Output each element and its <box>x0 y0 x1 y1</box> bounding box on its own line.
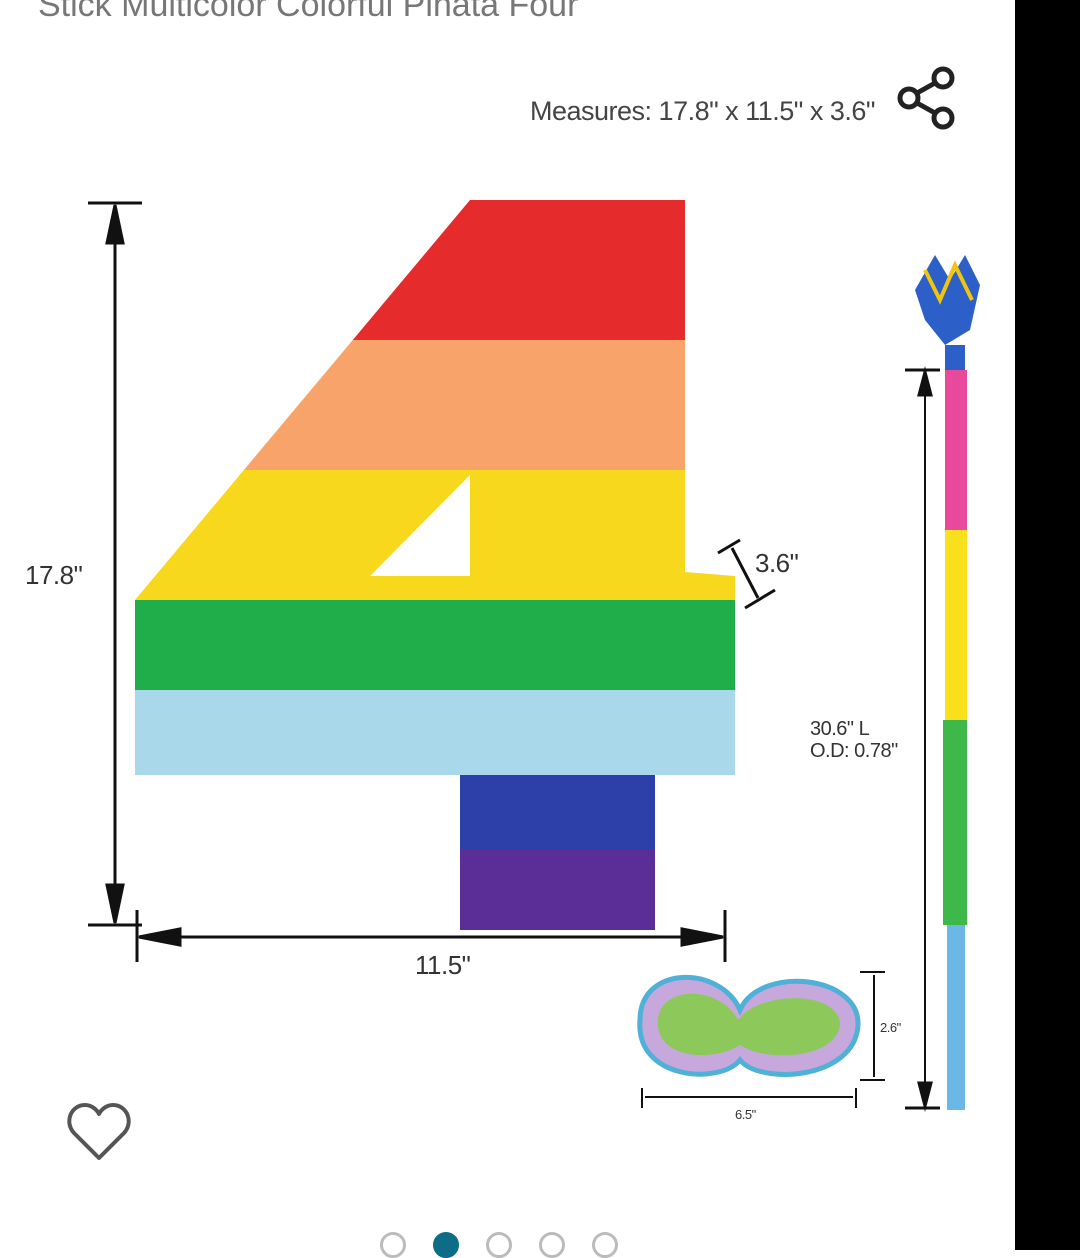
carousel-dot[interactable] <box>539 1232 565 1258</box>
carousel-dots <box>380 1232 618 1258</box>
carousel-dot[interactable] <box>592 1232 618 1258</box>
depth-label: 3.6" <box>755 548 799 578</box>
heart-icon[interactable] <box>66 1100 132 1164</box>
height-label: 17.8" <box>25 560 83 590</box>
blindfold <box>637 975 861 1077</box>
blindfold-height-label: 2.6" <box>880 1020 901 1035</box>
blindfold-width-label: 6.5" <box>735 1107 756 1122</box>
stick-length-label: 30.6" L <box>810 718 870 740</box>
carousel-dot-active[interactable] <box>433 1232 459 1258</box>
pinata-four <box>135 200 735 930</box>
screen-edge <box>1015 0 1080 1250</box>
carousel-dot[interactable] <box>380 1232 406 1258</box>
stick-od-label: O.D: 0.78" <box>810 740 898 762</box>
product-image <box>88 200 980 1112</box>
product-title: Stick Multicolor Colorful Piñata Four <box>38 0 579 24</box>
pinata-stick <box>915 255 980 1110</box>
share-icon[interactable] <box>895 64 961 132</box>
width-label: 11.5" <box>415 950 471 980</box>
dimension-lines <box>88 201 940 1112</box>
carousel-dot[interactable] <box>486 1232 512 1258</box>
measures-text: Measures: 17.8" x 11.5" x 3.6" <box>530 96 875 126</box>
